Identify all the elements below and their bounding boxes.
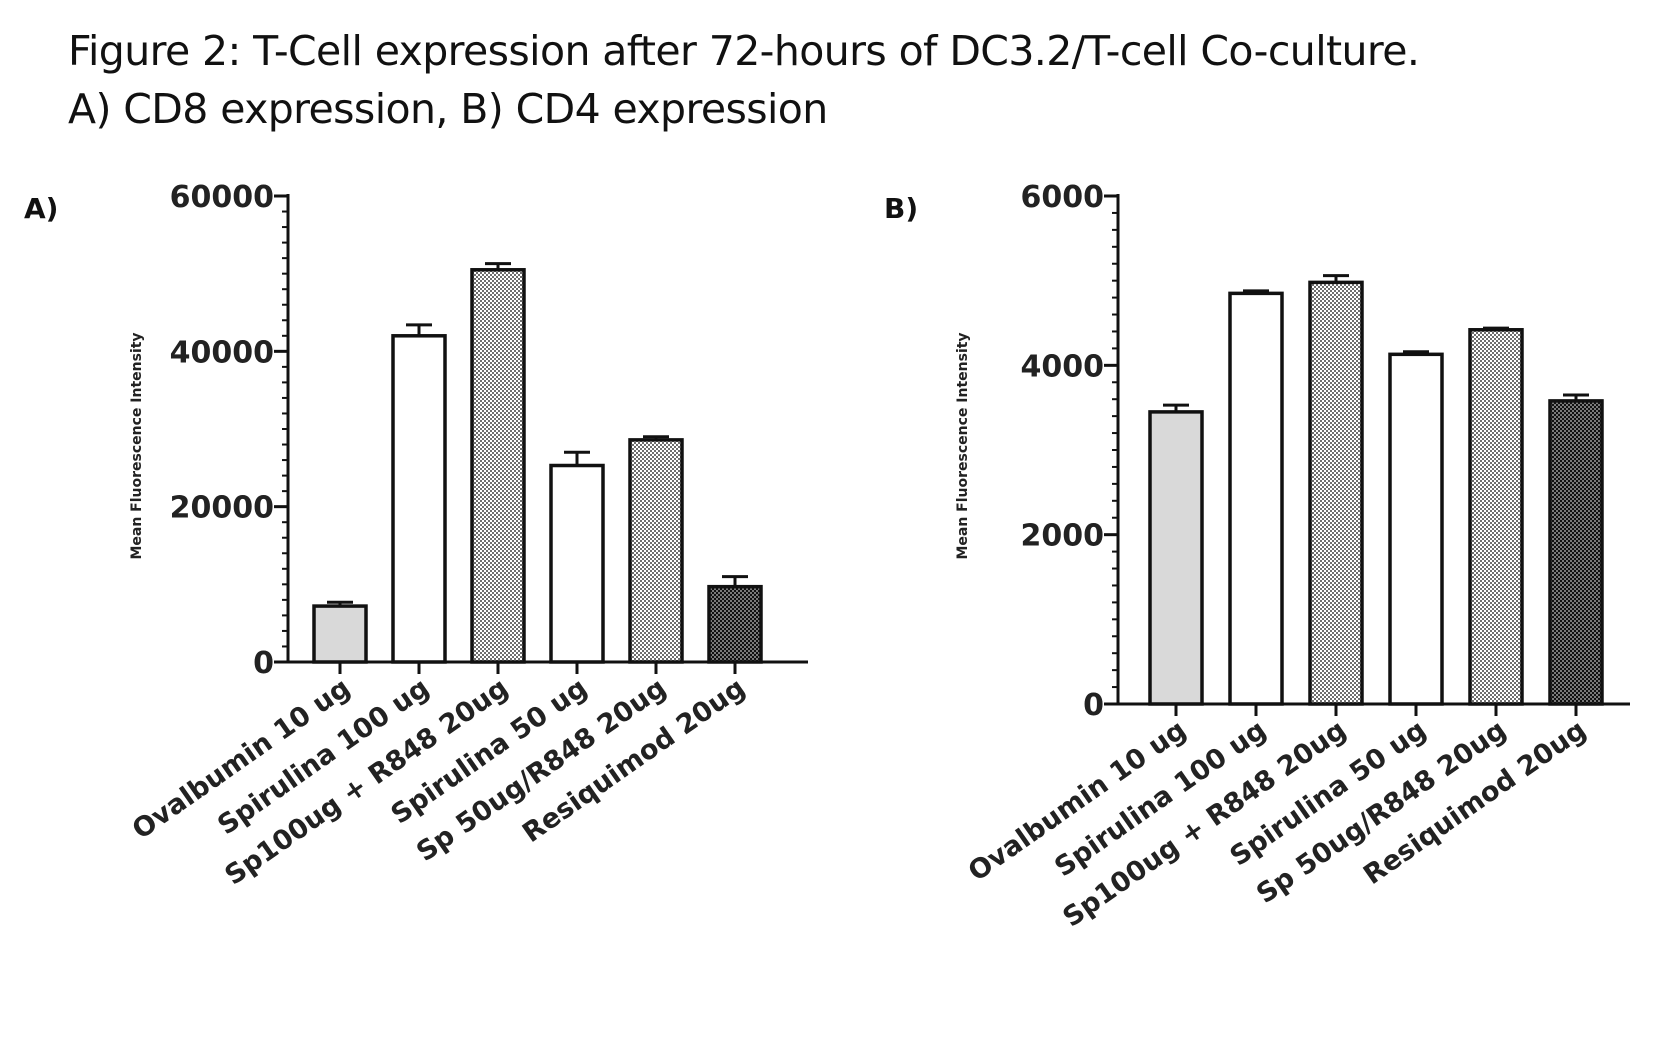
panel-b-y-tick-label: 6000 <box>1021 180 1105 215</box>
panel-a-y-tick-label: 40000 <box>170 335 274 370</box>
panel-b-bar <box>1548 399 1604 706</box>
panel-a-bar <box>707 584 763 664</box>
panel-a-label: A) <box>24 192 58 225</box>
panel-a-y-tick-label: 60000 <box>170 180 274 215</box>
panel-a-bar <box>391 334 447 664</box>
panel-b-bar <box>1148 410 1204 706</box>
panel-a-bar <box>628 438 684 664</box>
figure-title: Figure 2: T-Cell expression after 72-hou… <box>68 22 1658 138</box>
panel-a-chart: A) Mean Fluorescence Intensity 0 20000 40000… <box>24 180 808 891</box>
panel-b-bar <box>1388 352 1444 706</box>
panel-a-y-axis-title: Mean Fluorescence Intensity <box>129 332 145 559</box>
panel-b-y-tick-label: 4000 <box>1021 349 1105 384</box>
panel-a-bar <box>549 463 605 664</box>
panel-b-y-tick-label: 2000 <box>1021 519 1105 554</box>
figure-title-line-2: A) CD8 expression, B) CD4 expression <box>68 85 828 133</box>
panel-b-y-axis-title: Mean Fluorescence Intensity <box>955 332 971 559</box>
panel-a-y-tick-label: 0 <box>253 646 274 681</box>
panel-b-bar <box>1468 328 1524 706</box>
panel-b-bar <box>1228 291 1284 706</box>
figure-title-line-1: Figure 2: T-Cell expression after 72-hou… <box>68 27 1420 75</box>
panel-a-y-tick-label: 20000 <box>170 491 274 526</box>
panel-a-bar <box>470 268 526 664</box>
panel-b-bar <box>1308 280 1364 706</box>
panel-b-chart: B) Mean Fluorescence Intensity 0 2000 4000 60… <box>884 180 1630 933</box>
panel-a-bar <box>312 604 368 664</box>
panel-b-label: B) <box>884 192 918 225</box>
panel-b-y-tick-label: 0 <box>1083 688 1104 723</box>
